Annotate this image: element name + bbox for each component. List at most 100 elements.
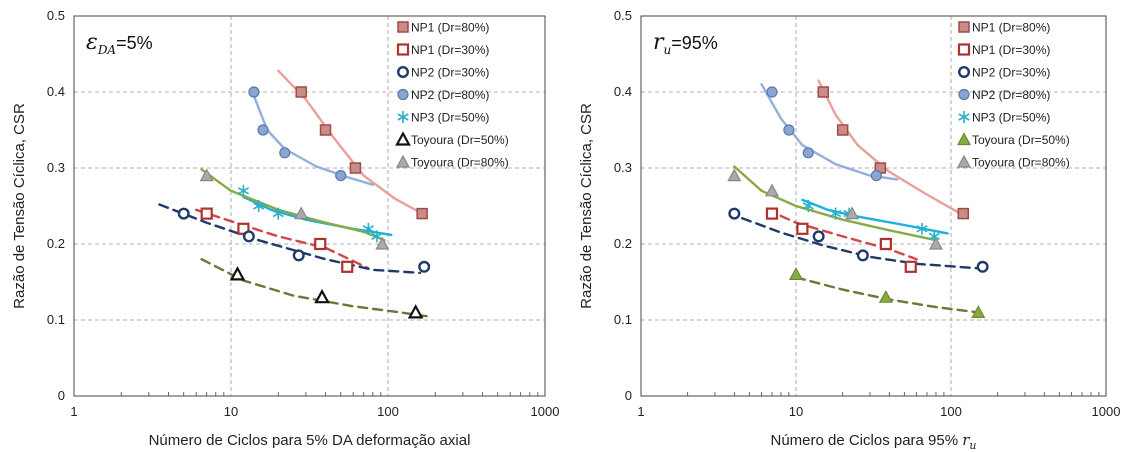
trend-line	[741, 216, 980, 270]
legend-label: Toyoura (Dr=50%)	[411, 133, 509, 147]
x-tick-label: 1000	[531, 404, 560, 419]
data-point	[279, 147, 291, 159]
series-4	[248, 86, 347, 182]
plot-frame	[73, 15, 546, 397]
data-point	[971, 305, 986, 318]
chart-panel-2: 0 0.1 0.2 0.3 0.4 0.5 1 10 100 1000 Razão de Tensã…	[578, 8, 1120, 452]
x-tick-label: 1000	[1092, 404, 1121, 419]
legend-marker	[395, 154, 411, 168]
data-point	[295, 86, 307, 98]
data-point	[237, 184, 250, 197]
x-tick-label: 10	[224, 404, 238, 419]
data-point	[248, 86, 260, 98]
data-point	[229, 266, 246, 281]
x-axis-label: Número de Ciclos para 95% ru	[770, 431, 976, 452]
data-point	[237, 222, 250, 235]
series-2	[765, 207, 917, 273]
data-point	[272, 207, 284, 220]
legend-label: NP3 (Dr=50%)	[972, 111, 1050, 125]
series-6	[229, 266, 424, 319]
data-point	[362, 222, 374, 235]
legend-marker	[957, 43, 971, 56]
trend-line	[194, 208, 370, 270]
data-point	[817, 86, 830, 98]
y-axis-label: Razão de Tensão Cíclica, CSR	[578, 103, 595, 309]
x-tick-label: 100	[940, 404, 962, 419]
data-point	[199, 168, 214, 182]
legend-marker	[958, 111, 970, 123]
data-point	[957, 207, 970, 220]
legend-marker	[397, 88, 409, 101]
y-tick-label: 0.3	[614, 160, 632, 175]
data-point	[765, 207, 779, 220]
condition-annotation: ru=95%	[653, 30, 718, 57]
x-tick-label: 1	[70, 404, 77, 419]
legend-label: NP2 (Dr=30%)	[972, 66, 1050, 80]
legend-label: Toyoura (Dr=80%)	[411, 156, 509, 170]
x-tick-label: 1	[637, 404, 644, 419]
data-point	[904, 260, 917, 273]
data-point	[845, 206, 860, 220]
data-point	[292, 249, 305, 262]
data-point	[856, 249, 869, 262]
x-tick-label: 10	[789, 404, 803, 419]
legend-marker	[396, 43, 410, 56]
plot-area	[641, 16, 1106, 396]
x-minor-ticks	[687, 392, 1100, 396]
y-tick-label: 0	[58, 388, 65, 403]
x-axis-label: Número de Ciclos para 5% DA deformação a…	[149, 432, 471, 449]
data-point	[836, 124, 849, 136]
data-point	[802, 147, 814, 159]
series-6	[788, 267, 986, 318]
data-point	[766, 86, 778, 98]
x-tick-label: 100	[377, 404, 399, 419]
y-tick-label: 0.3	[47, 160, 65, 175]
series-3	[728, 207, 989, 273]
data-point	[371, 230, 383, 243]
legend-label: Toyoura (Dr=80%)	[972, 156, 1070, 170]
legend-marker	[956, 132, 972, 146]
y-axis-label: Razão de Tensão Cíclica, CSR	[11, 103, 28, 309]
y-tick-label: 0.2	[614, 236, 632, 251]
legend-marker	[958, 88, 970, 101]
series-3	[177, 207, 431, 273]
data-point	[314, 288, 330, 304]
data-point	[416, 207, 428, 220]
legend-label: NP2 (Dr=80%)	[972, 88, 1050, 102]
data-point	[407, 304, 424, 319]
legend-label: NP1 (Dr=30%)	[972, 43, 1050, 57]
trend-line	[158, 203, 422, 275]
data-point	[335, 170, 347, 182]
data-point	[878, 289, 893, 303]
data-point	[764, 183, 780, 197]
y-tick-label: 0.4	[47, 84, 65, 99]
series-4	[766, 86, 882, 182]
legend-marker	[397, 21, 409, 33]
y-tick-label: 0.1	[614, 312, 632, 327]
condition-annotation: εDA=5%	[86, 30, 153, 57]
data-point	[879, 237, 892, 251]
series-5	[237, 184, 383, 243]
data-point	[796, 222, 809, 235]
data-point	[375, 236, 390, 250]
data-point	[829, 207, 842, 220]
plot-frame	[640, 15, 1107, 397]
data-point	[727, 168, 742, 182]
legend-label: NP3 (Dr=50%)	[411, 111, 489, 125]
data-point	[349, 162, 362, 174]
legend-marker	[956, 154, 972, 168]
data-point	[802, 200, 814, 212]
legend-label: NP1 (Dr=80%)	[411, 21, 489, 35]
y-tick-label: 0.2	[47, 236, 65, 251]
trend-line	[765, 208, 918, 261]
y-tick-label: 0.4	[614, 84, 632, 99]
legend-label: NP1 (Dr=80%)	[972, 21, 1050, 35]
data-point	[728, 207, 741, 220]
trend-line	[817, 79, 962, 215]
plot-area	[74, 16, 545, 396]
legend-marker	[397, 111, 409, 123]
y-tick-label: 0.1	[47, 312, 65, 327]
series-7	[727, 168, 943, 250]
data-point	[257, 124, 269, 136]
